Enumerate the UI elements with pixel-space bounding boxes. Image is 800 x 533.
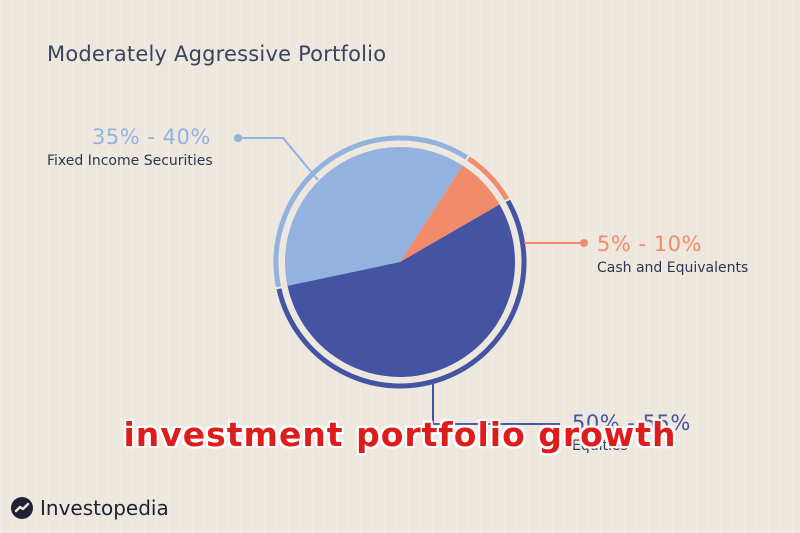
chart-title: Moderately Aggressive Portfolio xyxy=(47,42,387,66)
overlay-caption: investment portfolio growth xyxy=(123,415,677,454)
leader-line-equities xyxy=(432,382,560,425)
fixed-income-percent: 35% - 40% xyxy=(92,125,211,149)
leader-dot-fixed-income xyxy=(234,134,242,142)
pie-ring-equities xyxy=(276,199,527,389)
cash-label: Cash and Equivalents xyxy=(597,260,749,276)
equities-label: Equities xyxy=(572,438,628,454)
equities-percent: 50% - 55% xyxy=(572,411,691,435)
investopedia-logo-icon xyxy=(11,497,33,519)
pie-ring-cash-and-equivalents xyxy=(467,156,509,201)
fixed-income-label: Fixed Income Securities xyxy=(47,153,213,169)
pie-slice-equities xyxy=(287,204,516,378)
leader-lines xyxy=(234,134,588,425)
brand-name: Investopedia xyxy=(40,496,169,520)
pie-group xyxy=(273,135,527,389)
leader-line-fixed-income xyxy=(238,137,319,181)
pie-slice-cash-and-equivalents xyxy=(400,165,500,262)
cash-percent: 5% - 10% xyxy=(597,232,702,256)
leader-dot-cash xyxy=(580,239,588,247)
pie-slice-fixed-income-securities xyxy=(285,147,463,286)
pie-ring-fixed-income-securities xyxy=(273,135,468,288)
brand-logo: Investopedia xyxy=(10,496,169,520)
